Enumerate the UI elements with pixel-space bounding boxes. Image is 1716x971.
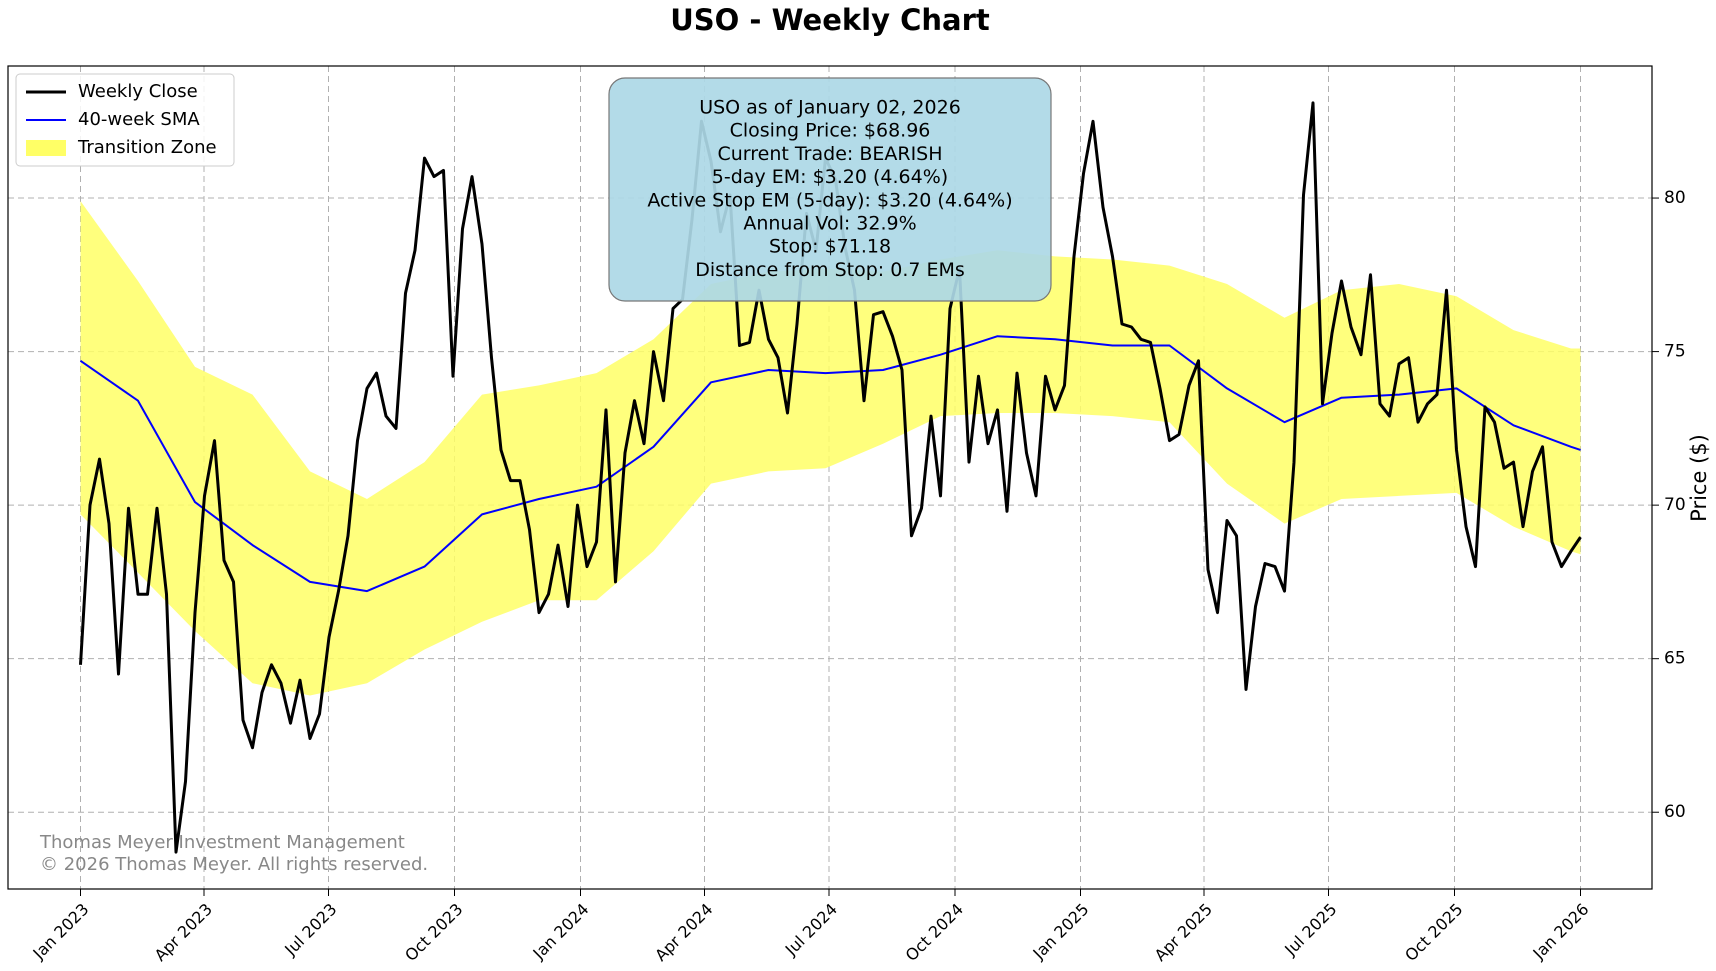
legend-label: Transition Zone [77,137,217,158]
x-tick-label: Apr 2024 [651,900,716,965]
y-tick-label: 80 [1664,188,1686,208]
y-axis-label: Price ($) [1687,434,1711,522]
x-tick-label: Oct 2025 [1401,900,1466,965]
x-tick-label: Jan 2023 [29,900,93,964]
annotation-line: Current Trade: BEARISH [717,143,942,165]
y-tick-label: 65 [1664,649,1686,669]
x-tick-label: Oct 2024 [902,900,967,965]
chart-title: USO - Weekly Chart [670,3,990,37]
annotation-line: Distance from Stop: 0.7 EMs [695,259,965,281]
y-tick-label: 60 [1664,802,1686,822]
x-tick-label: Jul 2024 [781,900,841,960]
annotation-box [608,77,1052,302]
legend-label: Weekly Close [78,81,198,102]
transition-zone [80,201,1581,696]
x-tick-label: Jan 2026 [1529,900,1593,964]
annotation-line: Stop: $71.18 [769,236,891,258]
annotation-line: Active Stop EM (5-day): $3.20 (4.64%) [647,189,1012,211]
plot-frame [7,65,1653,890]
y-tick-label: 75 [1664,342,1686,362]
annotation-line: 5-day EM: $3.20 (4.64%) [712,166,948,188]
x-tick-label: Jul 2025 [1280,900,1340,960]
annotation-line: USO as of January 02, 2026 [699,97,961,119]
annotation-line: Closing Price: $68.96 [730,120,931,142]
x-tick-label: Jul 2023 [280,900,340,960]
x-tick-label: Jan 2025 [1029,900,1093,964]
x-tick-label: Oct 2023 [401,900,466,965]
x-tick-label: Apr 2025 [1151,900,1216,965]
watermark: Thomas Meyer Investment Management [39,832,405,853]
watermark: © 2026 Thomas Meyer. All rights reserved… [40,854,428,875]
y-tick-label: 70 [1664,495,1686,515]
x-tick-label: Jan 2024 [529,900,593,964]
legend-label: 40-week SMA [78,109,200,130]
legend-box [15,73,235,167]
legend-swatch [26,140,66,156]
x-tick-label: Apr 2023 [151,900,216,965]
annotation-line: Annual Vol: 32.9% [743,213,916,235]
